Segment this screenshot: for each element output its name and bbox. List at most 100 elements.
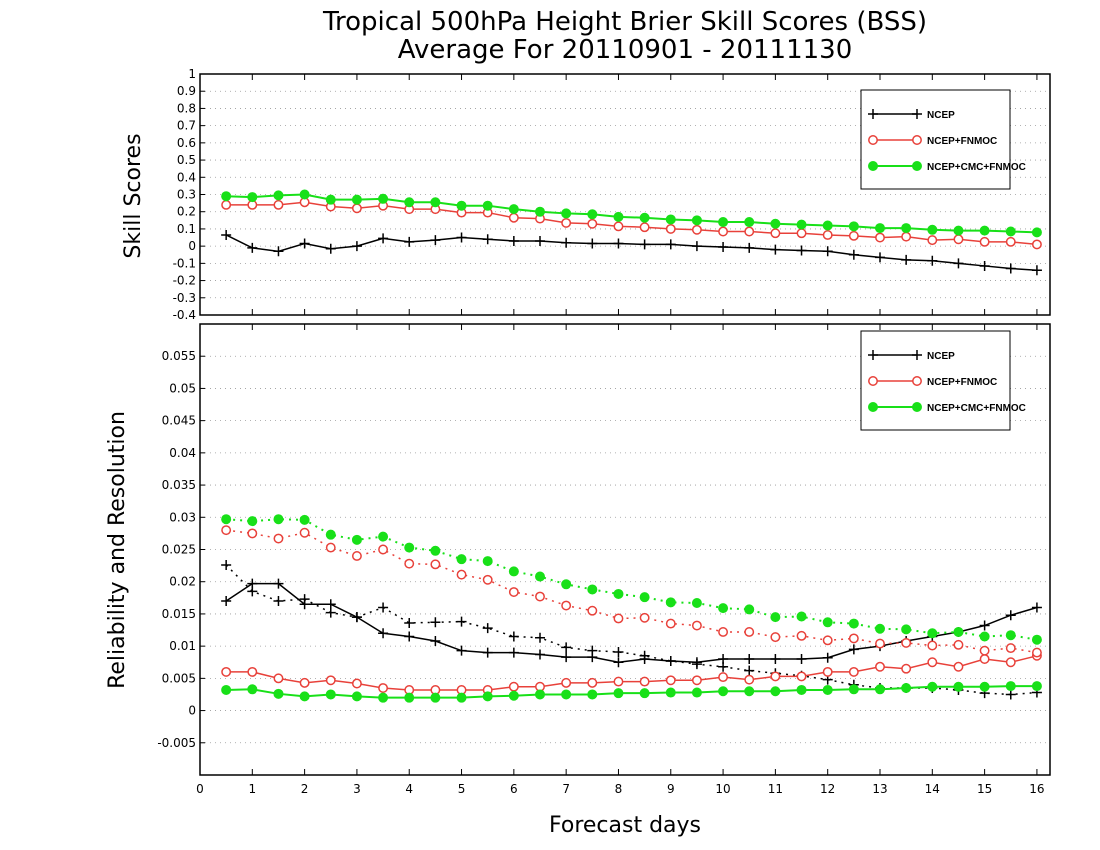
bottom-point-ncep-fnmoc-reliability (665, 675, 676, 686)
top-point-ncep-cmc-fnmoc (430, 197, 441, 208)
top-point-ncep-fnmoc (927, 235, 938, 246)
bottom-legend-marker (912, 402, 922, 412)
top-legend-label: NCEP+FNMOC (927, 136, 997, 147)
bottom-point-ncep-resolution (351, 612, 362, 623)
top-y-tick-label: -0.2 (173, 274, 196, 288)
top-point-ncep-cmc-fnmoc (508, 204, 519, 215)
bottom-point-ncep-resolution (404, 617, 415, 628)
x-tick-label: 9 (667, 782, 675, 796)
bottom-point-ncep-resolution (325, 607, 336, 618)
bottom-point-ncep-fnmoc-reliability (273, 673, 284, 684)
top-point-ncep-fnmoc (691, 224, 702, 235)
bottom-point-ncep-resolution (508, 631, 519, 642)
bottom-point-ncep-cmc-fnmoc-reliability (221, 684, 232, 695)
bottom-point-ncep-fnmoc-resolution (351, 550, 362, 561)
top-y-tick-label: 0.6 (177, 136, 196, 150)
top-point-ncep (561, 237, 572, 248)
bottom-legend-marker (868, 350, 878, 360)
top-point-ncep-cmc-fnmoc (796, 219, 807, 230)
bottom-point-ncep-reliability (508, 647, 519, 658)
bottom-y-tick-label: 0.03 (169, 510, 196, 524)
top-point-ncep-fnmoc (665, 223, 676, 234)
bottom-point-ncep-cmc-fnmoc-reliability (796, 684, 807, 695)
top-point-ncep-cmc-fnmoc (325, 194, 336, 205)
x-tick-label: 3 (353, 782, 361, 796)
top-legend-marker (868, 109, 878, 119)
bottom-point-ncep-resolution (535, 632, 545, 643)
top-point-ncep-fnmoc (901, 231, 912, 242)
bottom-point-ncep-reliability (535, 649, 545, 660)
top-point-ncep (482, 234, 493, 245)
bottom-point-ncep-cmc-fnmoc-resolution (927, 628, 938, 639)
bottom-point-ncep-cmc-fnmoc-reliability (351, 691, 362, 702)
bottom-point-ncep-fnmoc-resolution (247, 528, 258, 539)
bottom-point-ncep-cmc-fnmoc-resolution (325, 529, 336, 540)
bottom-point-ncep-cmc-fnmoc-reliability (299, 691, 310, 702)
bottom-point-ncep-fnmoc-reliability (378, 683, 389, 693)
bottom-point-ncep-cmc-fnmoc-reliability (979, 681, 990, 692)
top-legend-label: NCEP (927, 110, 955, 121)
top-y-axis-label: Skill Scores (121, 133, 146, 258)
bottom-point-ncep-fnmoc-reliability (875, 661, 885, 672)
bottom-point-ncep-cmc-fnmoc-resolution (875, 623, 885, 634)
x-tick-label: 12 (820, 782, 835, 796)
top-point-ncep-fnmoc (718, 226, 729, 237)
bottom-point-ncep-cmc-fnmoc-reliability (665, 687, 676, 698)
top-point-ncep (953, 258, 964, 269)
bottom-point-ncep-reliability (404, 631, 415, 642)
bottom-point-ncep-fnmoc-reliability (247, 666, 258, 677)
bottom-point-ncep-fnmoc-resolution (691, 620, 702, 631)
bottom-point-ncep-fnmoc-reliability (299, 677, 310, 688)
top-point-ncep (613, 238, 624, 249)
top-point-ncep-fnmoc (639, 222, 650, 233)
top-point-ncep (1005, 263, 1016, 274)
top-point-ncep-cmc-fnmoc (927, 224, 938, 235)
bottom-y-tick-label: 0.035 (162, 478, 196, 492)
bottom-point-ncep-fnmoc-resolution (299, 527, 310, 538)
bottom-legend-label: NCEP+CMC+FNMOC (927, 403, 1026, 414)
bottom-point-ncep-fnmoc-resolution (430, 559, 441, 570)
top-point-ncep (508, 235, 519, 246)
bottom-point-ncep-fnmoc-resolution (953, 639, 964, 650)
top-point-ncep (927, 255, 938, 266)
top-point-ncep (221, 229, 232, 240)
x-tick-label: 2 (301, 782, 309, 796)
top-point-ncep-fnmoc (1031, 239, 1042, 250)
top-legend-marker (868, 135, 878, 145)
top-point-ncep (535, 235, 545, 246)
bottom-point-ncep-fnmoc-reliability (718, 672, 729, 683)
bottom-point-ncep-reliability (744, 654, 755, 665)
bottom-point-ncep-fnmoc-resolution (325, 542, 336, 553)
top-point-ncep-fnmoc (613, 221, 624, 232)
top-point-ncep-cmc-fnmoc (613, 211, 624, 222)
bottom-y-tick-label: -0.005 (157, 736, 196, 750)
bottom-series-line-ncep-fnmoc-resolution (226, 529, 1038, 654)
bottom-y-tick-label: 0.045 (162, 414, 196, 428)
bottom-y-tick-label: 0.015 (162, 607, 196, 621)
top-point-ncep-fnmoc (508, 212, 519, 223)
bottom-point-ncep-fnmoc-resolution (875, 638, 885, 649)
bottom-y-tick-label: 0.01 (169, 639, 196, 653)
top-legend-marker (912, 109, 922, 119)
bottom-point-ncep-resolution (247, 586, 258, 597)
bottom-point-ncep-cmc-fnmoc-resolution (953, 626, 964, 637)
bottom-point-ncep-fnmoc-resolution (1031, 647, 1042, 658)
x-tick-label: 11 (768, 782, 783, 796)
bottom-point-ncep-cmc-fnmoc-reliability (273, 688, 284, 699)
bottom-point-ncep-cmc-fnmoc-resolution (979, 631, 990, 642)
bottom-point-ncep-cmc-fnmoc-resolution (378, 531, 389, 542)
bottom-point-ncep-fnmoc-resolution (613, 613, 624, 624)
bottom-point-ncep-fnmoc-reliability (953, 661, 964, 672)
bottom-point-ncep-fnmoc-reliability (796, 671, 807, 682)
bottom-point-ncep-fnmoc-resolution (927, 640, 938, 651)
top-point-ncep-cmc-fnmoc (718, 217, 729, 228)
bottom-legend-marker (912, 376, 922, 386)
bottom-point-ncep-reliability (456, 645, 467, 656)
bottom-point-ncep-fnmoc-resolution (718, 627, 729, 637)
bottom-point-ncep-cmc-fnmoc-reliability (1005, 681, 1016, 692)
bottom-point-ncep-cmc-fnmoc-reliability (718, 686, 729, 697)
bottom-point-ncep-fnmoc-resolution (508, 587, 519, 597)
top-point-ncep-cmc-fnmoc (404, 197, 415, 208)
bottom-point-ncep-fnmoc-reliability (613, 676, 624, 687)
top-point-ncep (325, 243, 336, 254)
